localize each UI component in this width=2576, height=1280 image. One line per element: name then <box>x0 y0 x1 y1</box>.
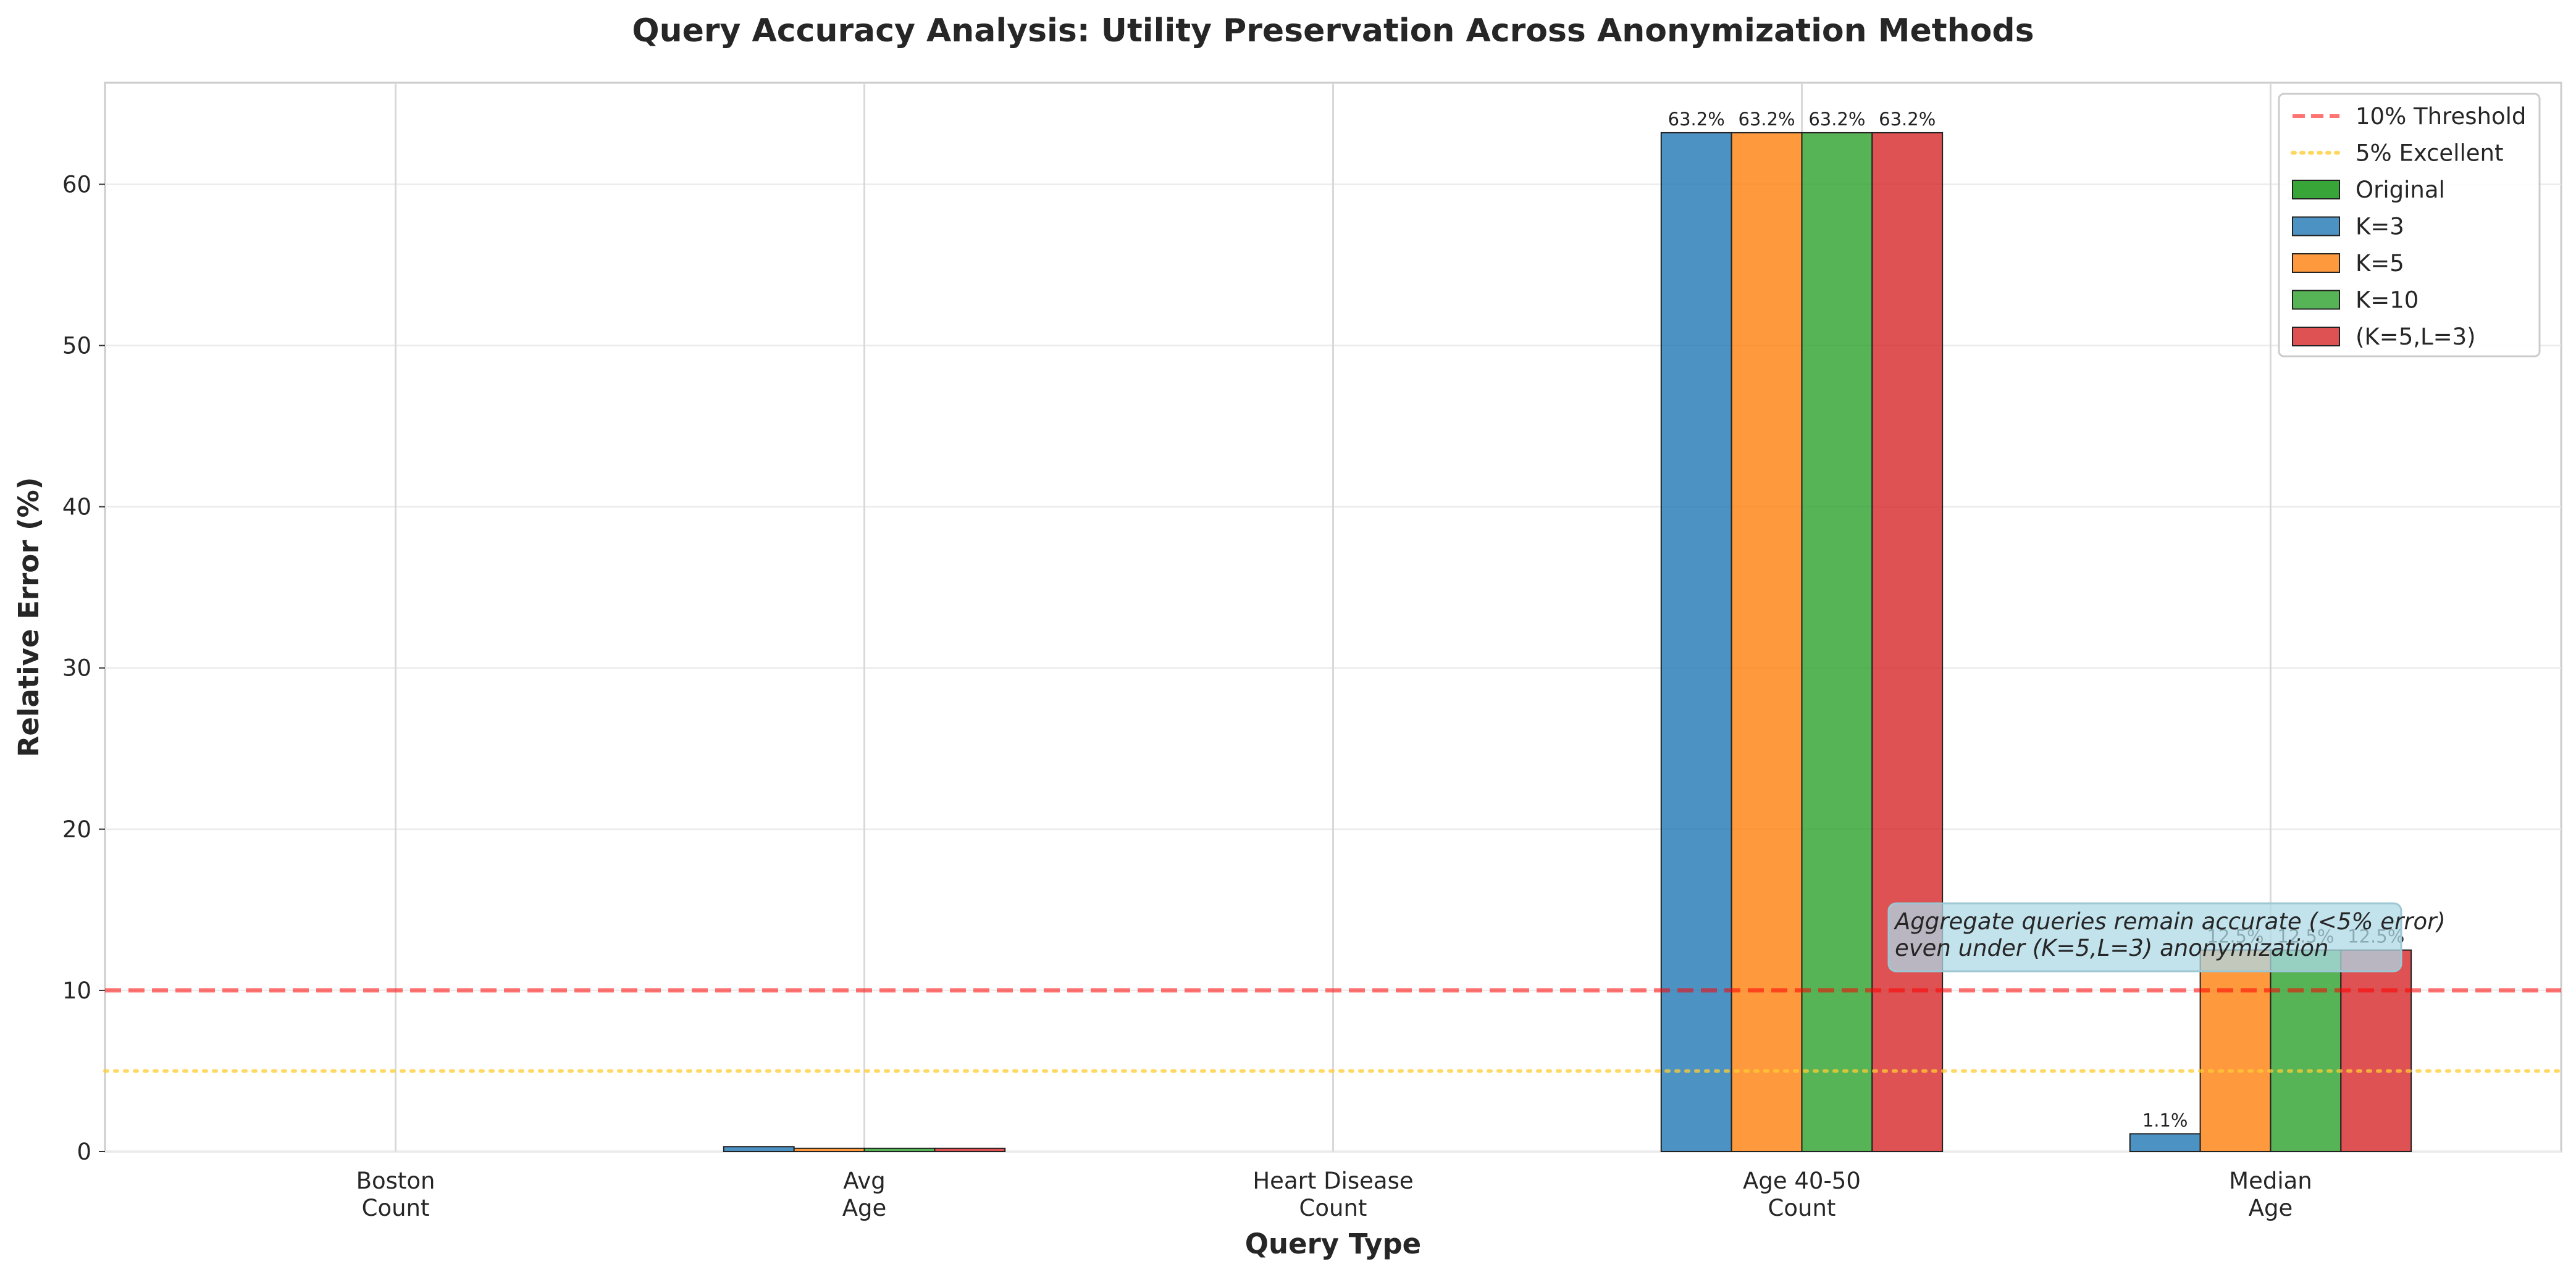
x-tick-label-line: Boston <box>356 1168 435 1194</box>
bar-k-5 <box>2199 949 2272 1153</box>
y-tick-label: 20 <box>62 816 91 843</box>
legend-swatch <box>2292 327 2340 346</box>
x-tick-label: Avg Age <box>842 1168 887 1221</box>
x-tick-label: Boston Count <box>356 1168 435 1221</box>
bar-value-label: 63.2% <box>1738 109 1795 130</box>
y-axis-label: Relative Error (%) <box>12 477 45 758</box>
bar-k-3 <box>723 1146 795 1153</box>
x-tick-label: Heart Disease Count <box>1252 1168 1413 1221</box>
bar-k-3 <box>1660 132 1732 1152</box>
y-tick-label: 30 <box>62 655 91 682</box>
bar-k-10 <box>1801 132 1873 1152</box>
legend-swatch <box>2292 253 2340 273</box>
y-tick-label: 0 <box>77 1139 91 1165</box>
bar-k-5 <box>1731 132 1803 1152</box>
legend-label: K=3 <box>2356 214 2404 240</box>
legend-label: 10% Threshold <box>2356 103 2526 130</box>
bar-value-label: 63.2% <box>1879 109 1936 130</box>
x-tick-label-line: Count <box>1768 1195 1836 1221</box>
x-tick-label-line: Age 40-50 <box>1743 1168 1861 1194</box>
x-tick-label-line: Age <box>2249 1195 2293 1221</box>
annotation-text: even under (K=5,L=3) anonymization <box>1895 935 2329 961</box>
y-tick-label: 60 <box>62 171 91 198</box>
bar--k-5-l-3- <box>2340 949 2412 1153</box>
legend-swatch <box>2292 290 2340 310</box>
annotation-box <box>1887 902 2402 973</box>
x-tick-label-line: Heart Disease <box>1252 1168 1413 1194</box>
bar-k-5 <box>793 1147 865 1153</box>
legend-label: Original <box>2356 177 2445 203</box>
legend-swatch <box>2292 216 2340 236</box>
x-tick-label-line: Age <box>842 1195 887 1221</box>
legend-box <box>2278 93 2541 358</box>
bar-k-3 <box>2129 1133 2201 1152</box>
annotation-text: Aggregate queries remain accurate (<5% e… <box>1894 908 2446 935</box>
bar-k-10 <box>863 1147 936 1153</box>
y-tick-label: 40 <box>62 494 91 521</box>
bar-value-label: 63.2% <box>1808 109 1865 130</box>
x-tick-label: Median Age <box>2229 1168 2312 1221</box>
x-tick-label-line: Median <box>2229 1168 2312 1194</box>
bar-k-10 <box>2270 949 2342 1153</box>
y-tick-label: 50 <box>62 333 91 359</box>
x-axis-label: Query Type <box>1245 1228 1421 1260</box>
x-tick-label-line: Count <box>362 1195 430 1221</box>
bar--k-5-l-3- <box>934 1147 1006 1153</box>
legend-swatch <box>2292 180 2340 199</box>
y-tick-label: 10 <box>62 977 91 1004</box>
bar-value-label: 1.1% <box>2142 1110 2188 1131</box>
legend-label: (K=5,L=3) <box>2356 324 2476 350</box>
legend-label: K=5 <box>2356 250 2404 277</box>
legend-label: K=10 <box>2356 287 2419 314</box>
chart-title: Query Accuracy Analysis: Utility Preserv… <box>632 12 2034 49</box>
bar--k-5-l-3- <box>1871 132 1944 1152</box>
x-tick-label: Age 40-50 Count <box>1743 1168 1861 1221</box>
x-tick-label-line: Avg <box>843 1168 886 1194</box>
legend-label: 5% Excellent <box>2356 140 2503 167</box>
bar-value-label: 63.2% <box>1668 109 1725 130</box>
x-tick-label-line: Count <box>1299 1195 1367 1221</box>
